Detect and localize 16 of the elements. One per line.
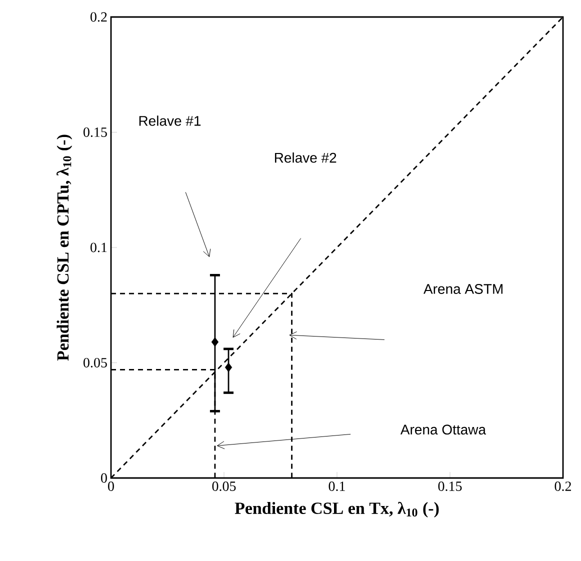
y-axis-title: Pendiente CSL en CPTu, λ$_{10}$ (-) — [56, 134, 72, 361]
y-tick-label: 0.1 — [90, 242, 107, 252]
y-tick-label: 0.2 — [90, 12, 107, 22]
y-tick-label: 0.05 — [84, 358, 107, 368]
y-tick-label: 0 — [101, 473, 107, 483]
annotation: Relave #1 — [139, 116, 201, 126]
x-axis-title: Pendiente CSL en Tx, λ$_{10}$ (-) — [234, 502, 439, 518]
annotation: Arena Ottawa — [400, 424, 486, 435]
x-tick-label: 0.05 — [212, 482, 236, 492]
x-tick-label: 0.2 — [554, 482, 571, 492]
annotation: Relave #2 — [274, 152, 336, 163]
annotation: Arena ASTM — [424, 284, 502, 294]
x-tick-label: 0 — [108, 482, 114, 491]
x-tick-label: 0.1 — [328, 482, 345, 492]
y-tick-label: 0.15 — [84, 127, 107, 138]
x-tick-label: 0.15 — [438, 482, 462, 492]
